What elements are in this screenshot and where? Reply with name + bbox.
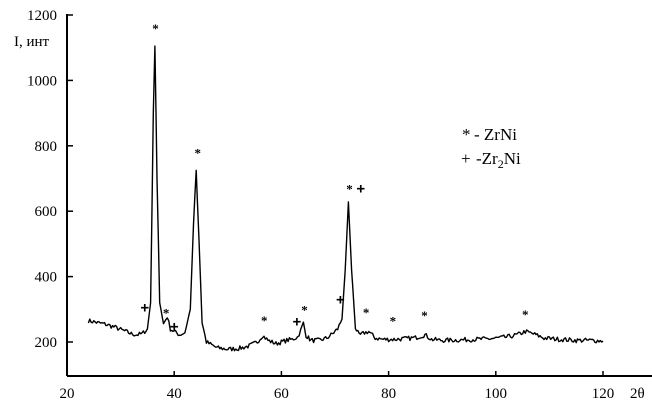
zrni-peak-marker: *	[152, 21, 159, 36]
x-tick-label: 80	[381, 386, 396, 402]
y-tick-label: 200	[35, 335, 58, 351]
x-tick-label: 60	[274, 386, 289, 402]
zr2ni-peak-marker: +	[336, 291, 345, 308]
y-tick-label: 400	[35, 270, 58, 286]
zr2ni-peak-marker: +	[140, 300, 149, 317]
zrni-peak-marker: *	[195, 145, 202, 160]
tick-labels: 20 40 60 80 100 120 200 400 600 800 1000 1200	[27, 8, 614, 402]
zrni-peak-marker: *	[522, 307, 529, 322]
zrni-peak-marker: *	[163, 306, 170, 321]
series-line	[87, 45, 604, 352]
y-axis-title: I, инт	[14, 34, 50, 50]
y-tick-label: 1000	[27, 73, 57, 89]
legend: * - ZrNi + -Zr2Ni	[461, 125, 521, 171]
legend-symbol-zr2ni: +	[461, 149, 471, 168]
y-tick-label: 600	[35, 204, 58, 220]
x-tick-label: 100	[485, 386, 508, 402]
x-axis-title: 2θ	[630, 386, 645, 402]
y-tick-label: 1200	[27, 8, 57, 24]
zrni-peak-marker: *	[421, 308, 428, 323]
zr2ni-peak-marker: +	[293, 314, 302, 331]
zrni-peak-marker: *	[363, 305, 370, 320]
ticks	[66, 14, 604, 376]
x-tick-label: 20	[60, 386, 75, 402]
legend-zr2ni-subscript: 2	[498, 157, 504, 171]
legend-zr2ni-part-a: -Zr	[476, 149, 498, 168]
zrni-peak-marker: *	[390, 314, 397, 329]
zr2ni-peak-marker: +	[356, 180, 365, 197]
zrni-peak-marker: *	[346, 181, 353, 196]
zrni-peak-marker: *	[301, 302, 308, 317]
x-tick-label: 40	[167, 386, 182, 402]
legend-zr2ni-part-b: Ni	[504, 149, 521, 168]
legend-label-zr2ni: -Zr2Ni	[476, 149, 521, 171]
legend-label-zrni: - ZrNi	[474, 125, 517, 144]
peak-markers: *** ***** * *++ +++	[140, 21, 528, 335]
zr2ni-peak-marker: +	[170, 318, 179, 335]
x-tick-label: 120	[592, 386, 615, 402]
zrni-peak-marker: *	[261, 313, 268, 328]
legend-symbol-zrni: *	[462, 125, 471, 144]
y-tick-label: 800	[35, 139, 58, 155]
